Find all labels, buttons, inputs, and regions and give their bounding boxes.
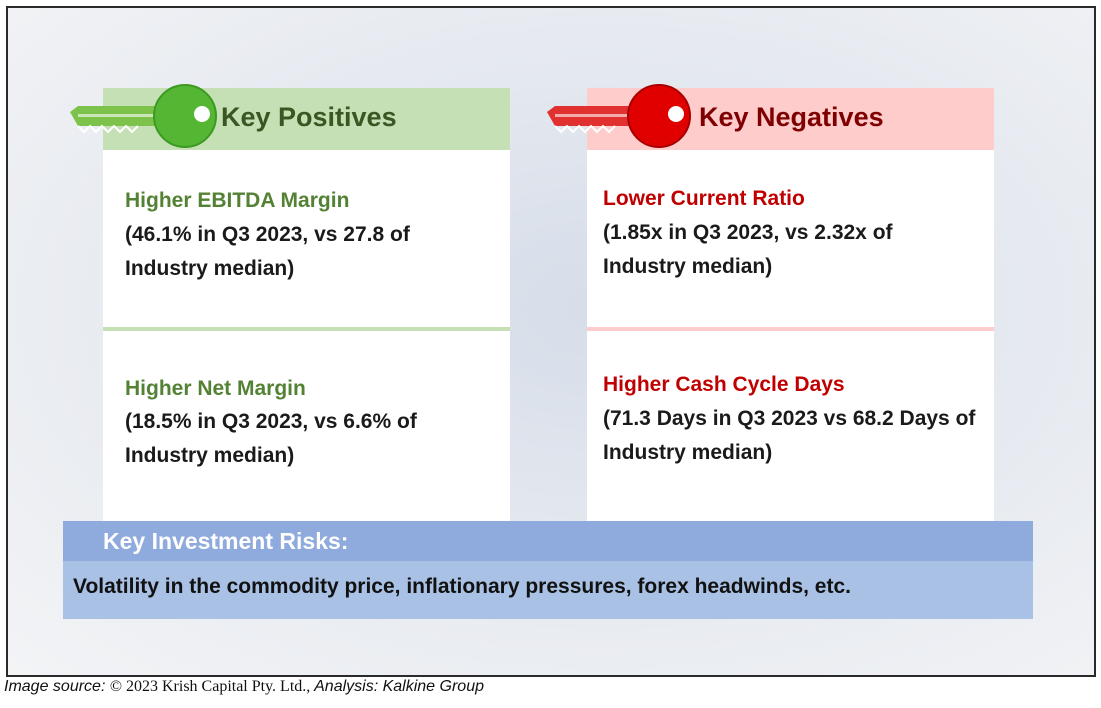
negatives-divider: [587, 327, 994, 331]
source-prefix: Image source:: [4, 678, 110, 695]
risks-header: Key Investment Risks:: [63, 521, 1033, 561]
negative-item-1-desc: (1.85x in Q3 2023, vs 2.32x of Industry …: [603, 221, 893, 278]
positives-card: [103, 88, 510, 521]
positives-divider: [103, 327, 510, 331]
negatives-heading: Key Negatives: [699, 102, 884, 132]
negatives-card: [587, 88, 994, 521]
source-analysis: Analysis: Kalkine Group: [310, 678, 484, 695]
positive-item-2-desc: (18.5% in Q3 2023, vs 6.6% of Industry m…: [125, 410, 417, 467]
positive-item-2-title: Higher Net Margin: [125, 377, 306, 400]
source-copyright: © 2023 Krish Capital Pty. Ltd.,: [109, 678, 311, 695]
image-source-caption: Image source: © 2023 Krish Capital Pty. …: [4, 678, 484, 696]
red-key-icon: [547, 84, 691, 148]
green-key-icon: [70, 84, 217, 148]
risks-body: Volatility in the commodity price, infla…: [63, 561, 1033, 619]
positive-item-1-title: Higher EBITDA Margin: [125, 189, 350, 212]
negative-item-1-title: Lower Current Ratio: [603, 187, 805, 210]
risks-text: Volatility in the commodity price, infla…: [73, 575, 851, 598]
risks-heading: Key Investment Risks:: [103, 528, 349, 554]
negative-item-2-desc: (71.3 Days in Q3 2023 vs 68.2 Days of In…: [603, 407, 976, 464]
positive-item-1-desc: (46.1% in Q3 2023, vs 27.8 of Industry m…: [125, 223, 410, 280]
negative-item-2-title: Higher Cash Cycle Days: [603, 373, 845, 396]
positives-heading: Key Positives: [221, 102, 397, 132]
